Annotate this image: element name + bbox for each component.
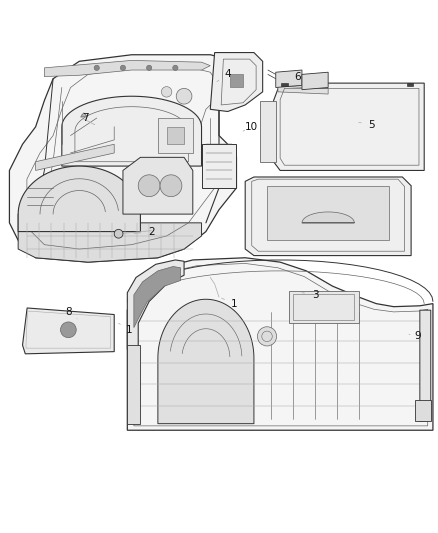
Circle shape <box>120 65 126 70</box>
Polygon shape <box>81 113 87 117</box>
Text: 4: 4 <box>224 69 231 79</box>
Polygon shape <box>166 127 184 144</box>
Polygon shape <box>278 86 328 94</box>
Polygon shape <box>420 310 431 422</box>
Polygon shape <box>127 345 141 424</box>
Polygon shape <box>407 83 413 86</box>
Polygon shape <box>44 60 210 77</box>
Polygon shape <box>282 83 288 86</box>
Text: 1: 1 <box>231 298 237 309</box>
Polygon shape <box>22 308 114 354</box>
Circle shape <box>161 87 172 97</box>
Polygon shape <box>416 400 431 422</box>
Circle shape <box>160 175 182 197</box>
Circle shape <box>60 322 76 338</box>
Polygon shape <box>230 75 243 87</box>
Polygon shape <box>158 299 254 424</box>
Text: 3: 3 <box>312 290 318 300</box>
Text: 7: 7 <box>82 113 89 123</box>
Polygon shape <box>302 212 354 223</box>
Polygon shape <box>10 55 237 262</box>
Polygon shape <box>276 70 302 87</box>
Polygon shape <box>274 83 424 171</box>
Polygon shape <box>127 260 184 350</box>
Polygon shape <box>158 118 193 153</box>
Polygon shape <box>35 144 114 171</box>
Polygon shape <box>18 166 141 231</box>
Polygon shape <box>289 290 359 323</box>
Circle shape <box>176 88 192 104</box>
Circle shape <box>147 65 152 70</box>
Polygon shape <box>267 185 389 240</box>
Polygon shape <box>261 101 276 161</box>
Polygon shape <box>62 96 201 166</box>
Text: 10: 10 <box>245 122 258 132</box>
Circle shape <box>173 65 178 70</box>
Text: 9: 9 <box>414 332 421 341</box>
Text: 5: 5 <box>368 119 375 130</box>
Polygon shape <box>18 214 201 262</box>
Polygon shape <box>134 266 180 328</box>
Circle shape <box>94 65 99 70</box>
Circle shape <box>258 327 277 346</box>
Text: 1: 1 <box>126 325 133 335</box>
Circle shape <box>114 229 123 238</box>
Polygon shape <box>210 53 263 111</box>
Polygon shape <box>201 144 237 188</box>
Polygon shape <box>127 258 433 430</box>
Circle shape <box>138 175 160 197</box>
Text: 6: 6 <box>294 71 301 82</box>
Polygon shape <box>245 177 411 256</box>
Text: 8: 8 <box>65 308 72 317</box>
Text: 2: 2 <box>148 227 155 237</box>
Polygon shape <box>302 72 328 90</box>
Polygon shape <box>123 157 193 214</box>
